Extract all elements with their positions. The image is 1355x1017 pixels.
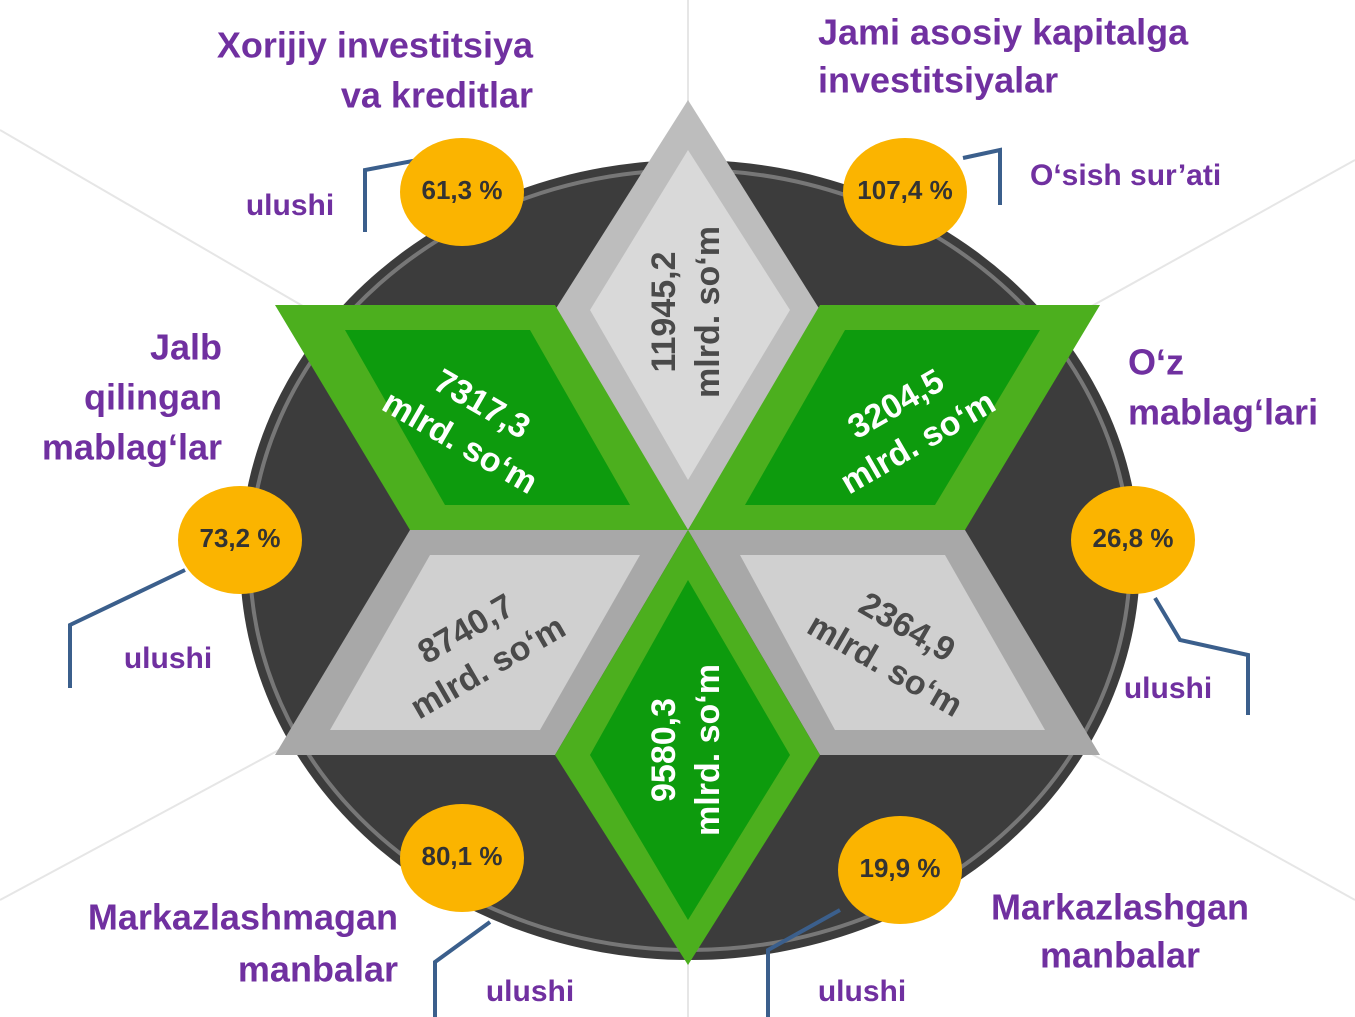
diamond-value: 11945,2	[645, 251, 683, 372]
heading-line: Xorijiy investitsiya	[217, 25, 534, 66]
heading-line: Jami asosiy kapitalga	[818, 12, 1189, 53]
heading-line: manbalar	[1040, 935, 1200, 976]
badge-text: 61,3 %	[422, 175, 503, 205]
heading-line: mablag‘lari	[1128, 392, 1318, 433]
diamond-value: 9580,3	[645, 698, 683, 802]
badge-text: 80,1 %	[422, 841, 503, 871]
heading-line: va kreditlar	[341, 75, 533, 116]
badge-note: ulushi	[124, 642, 212, 675]
badge-note: ulushi	[486, 975, 574, 1008]
infographic: Xorijiy investitsiya va kreditlar Jami aso…	[0, 0, 1355, 1017]
heading-line: O‘z	[1128, 342, 1184, 383]
badge-note: O‘sish sur’ati	[1030, 159, 1221, 192]
heading-line: investitsiyalar	[818, 60, 1058, 101]
badge-text: 107,4 %	[857, 175, 952, 205]
badge-text: 26,8 %	[1093, 523, 1174, 553]
heading-line: mablag‘lar	[42, 427, 222, 468]
heading-line: Jalb	[150, 327, 222, 368]
heading-line: manbalar	[238, 949, 398, 990]
heading-line: Markazlashgan	[991, 887, 1249, 928]
badge-text: 19,9 %	[860, 853, 941, 883]
badge-note: ulushi	[1124, 672, 1212, 705]
diamond-unit: mlrd. so‘m	[689, 226, 727, 398]
heading-line: qilingan	[84, 377, 222, 418]
badge-note: ulushi	[246, 189, 334, 222]
heading-line: Markazlashmagan	[88, 897, 398, 938]
diamond-unit: mlrd. so‘m	[689, 664, 727, 836]
badge-note: ulushi	[818, 975, 906, 1008]
badge-text: 73,2 %	[200, 523, 281, 553]
